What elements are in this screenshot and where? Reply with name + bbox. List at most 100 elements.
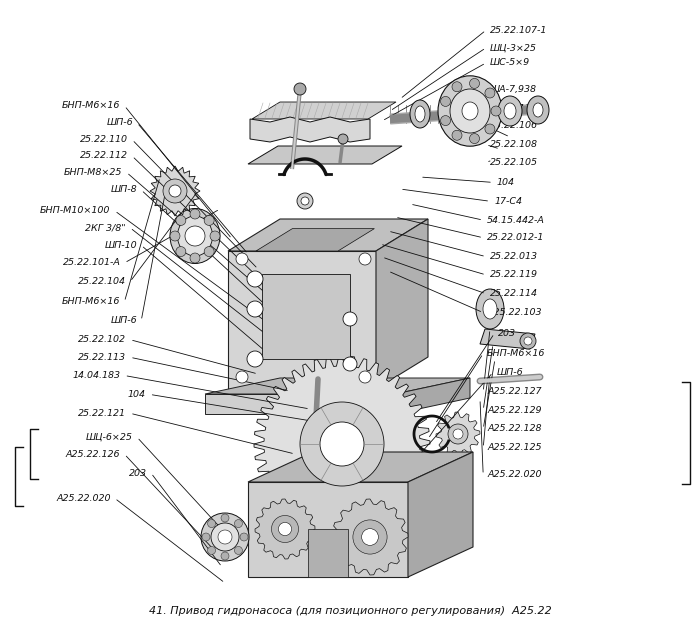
Polygon shape [205, 394, 395, 414]
Text: А25.22.103: А25.22.103 [487, 308, 542, 317]
Polygon shape [248, 452, 473, 482]
Text: 54.15.442-А: 54.15.442-А [487, 216, 545, 225]
Ellipse shape [527, 96, 549, 124]
Polygon shape [150, 166, 200, 216]
Ellipse shape [438, 76, 502, 146]
Polygon shape [248, 146, 402, 164]
Text: ШП-8: ШП-8 [111, 186, 137, 194]
Text: А25.22.020: А25.22.020 [56, 494, 111, 503]
Text: 104: 104 [127, 390, 146, 399]
Text: 203: 203 [129, 469, 147, 477]
Polygon shape [248, 482, 408, 577]
Circle shape [204, 247, 214, 257]
Text: 104: 104 [497, 178, 515, 187]
Circle shape [297, 193, 313, 209]
Polygon shape [436, 412, 480, 456]
Polygon shape [408, 452, 473, 577]
Text: А25.22.129: А25.22.129 [487, 406, 542, 415]
Text: А25.22.128: А25.22.128 [487, 425, 542, 433]
Circle shape [190, 253, 200, 263]
Text: 25.22.102: 25.22.102 [78, 335, 126, 344]
Text: ШС-5×9: ШС-5×9 [490, 58, 530, 67]
Circle shape [440, 96, 451, 106]
Circle shape [453, 429, 463, 439]
Text: 25.22.110: 25.22.110 [80, 135, 128, 144]
Ellipse shape [415, 106, 425, 122]
Circle shape [221, 552, 229, 560]
Ellipse shape [498, 96, 522, 126]
Text: 25.22.012-1: 25.22.012-1 [487, 233, 545, 242]
Circle shape [247, 351, 263, 367]
Circle shape [170, 231, 180, 241]
Circle shape [301, 197, 309, 205]
Text: 203: 203 [498, 329, 517, 338]
Text: ШП-6: ШП-6 [106, 118, 133, 127]
Circle shape [208, 520, 216, 528]
Text: 14.04.183: 14.04.183 [72, 371, 120, 380]
Circle shape [300, 402, 384, 486]
Circle shape [359, 253, 371, 265]
Circle shape [208, 547, 216, 554]
Circle shape [343, 312, 357, 326]
Circle shape [520, 333, 536, 349]
Text: ШЦ-6×25: ШЦ-6×25 [86, 433, 133, 442]
Circle shape [247, 271, 263, 287]
Circle shape [294, 83, 306, 95]
Text: 41. Привод гидронасоса (для позиционного регулирования)  А25.22: 41. Привод гидронасоса (для позиционного… [148, 606, 552, 616]
Text: БНП-М6×16: БНП-М6×16 [62, 298, 120, 306]
Text: БНП-М6×16: БНП-М6×16 [62, 101, 120, 110]
Text: 25.22.104: 25.22.104 [78, 277, 126, 286]
Circle shape [343, 357, 357, 371]
Circle shape [440, 116, 451, 126]
Circle shape [169, 185, 181, 197]
Polygon shape [250, 117, 370, 142]
Text: 25.22.107-1: 25.22.107-1 [490, 26, 547, 35]
Text: 25.22.105: 25.22.105 [490, 158, 538, 167]
Polygon shape [255, 499, 315, 559]
Circle shape [240, 533, 248, 541]
Circle shape [202, 533, 210, 541]
Polygon shape [252, 102, 396, 119]
Circle shape [485, 124, 495, 134]
Polygon shape [395, 378, 470, 414]
Circle shape [491, 106, 501, 116]
Text: А25.22.127: А25.22.127 [487, 387, 542, 396]
Text: 25.22.119: 25.22.119 [490, 270, 538, 279]
Circle shape [470, 133, 480, 143]
Ellipse shape [450, 89, 490, 133]
Ellipse shape [462, 102, 478, 120]
Circle shape [234, 547, 242, 554]
Circle shape [185, 226, 205, 246]
Circle shape [176, 247, 186, 257]
Text: А25.22.125: А25.22.125 [487, 443, 542, 452]
Polygon shape [262, 274, 350, 359]
Ellipse shape [533, 103, 543, 117]
Text: 25.22.013: 25.22.013 [490, 252, 538, 261]
Ellipse shape [178, 216, 213, 256]
Circle shape [221, 514, 229, 522]
Circle shape [353, 520, 387, 554]
Circle shape [247, 301, 263, 317]
Circle shape [485, 88, 495, 98]
Polygon shape [228, 251, 376, 389]
Circle shape [236, 371, 248, 383]
Polygon shape [308, 529, 348, 577]
Circle shape [176, 216, 186, 225]
Ellipse shape [410, 100, 430, 128]
Circle shape [218, 530, 232, 544]
Text: БНП-М8×25: БНП-М8×25 [64, 168, 122, 177]
Circle shape [470, 79, 480, 89]
Ellipse shape [476, 289, 504, 329]
Polygon shape [376, 219, 428, 389]
Text: БНП-М6×16: БНП-М6×16 [487, 349, 545, 358]
Text: А25.22.126: А25.22.126 [66, 450, 120, 459]
Polygon shape [332, 499, 408, 575]
Polygon shape [256, 228, 374, 251]
Circle shape [272, 516, 298, 542]
Text: 25.22.112: 25.22.112 [80, 152, 128, 160]
Text: ШП-10: ШП-10 [104, 241, 137, 250]
Text: ША-7,938: ША-7,938 [490, 85, 537, 94]
Circle shape [201, 513, 249, 561]
Circle shape [524, 337, 532, 345]
Polygon shape [254, 356, 430, 532]
